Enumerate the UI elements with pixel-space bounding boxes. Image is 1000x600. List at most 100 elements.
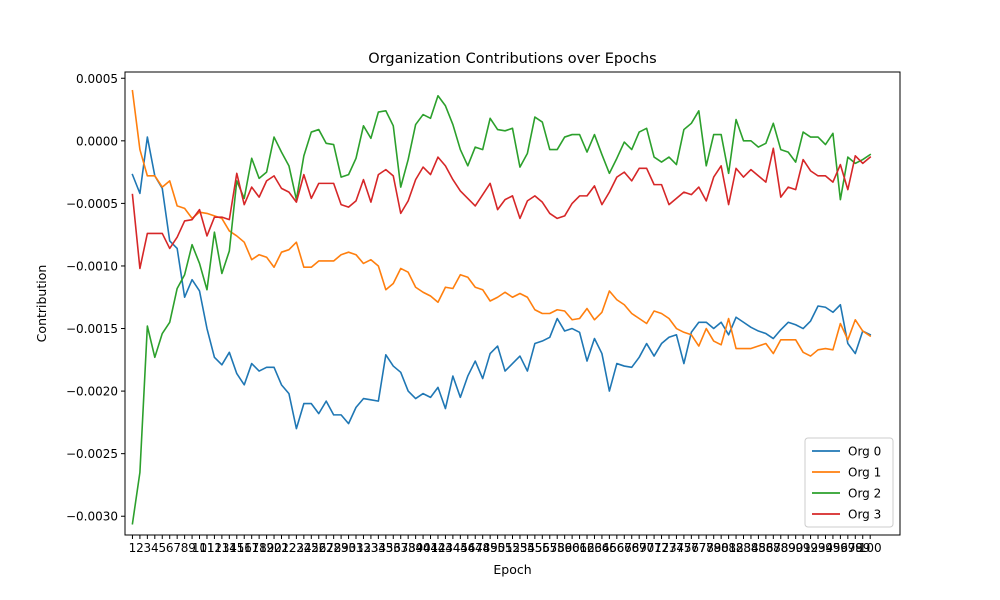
series-line-org-3 [131, 147, 872, 270]
x-tick-label: 24 [296, 541, 311, 555]
x-tick-label: 32 [356, 541, 371, 555]
axes-frame [124, 71, 901, 536]
x-tick-label: 78 [699, 541, 714, 555]
x-tick-label: 86 [758, 541, 773, 555]
x-tick-label: 38 [401, 541, 416, 555]
x-tick-label: 49 [483, 541, 498, 555]
x-tick-label: 62 [579, 541, 594, 555]
x-tick-label: 99 [855, 541, 870, 555]
x-tick-label: 8 [181, 541, 189, 555]
x-tick-label: 85 [751, 541, 766, 555]
x-tick-label: 67 [617, 541, 632, 555]
y-axis: 0.0005 0.0000 −0.0005 −0.0010 −0.0015 −0.0020… [66, 72, 125, 524]
x-tick-label: 93 [810, 541, 825, 555]
x-tick-label: 15 [229, 541, 244, 555]
x-tick-label: 64 [594, 541, 609, 555]
legend-label: Org 0 [848, 445, 881, 459]
x-tick-label: 66 [609, 541, 624, 555]
legend: Org 0 Org 1 Org 2 Org 3 [804, 437, 894, 528]
y-tick-label: −0.0010 [66, 259, 118, 273]
x-tick-label: 26 [311, 541, 326, 555]
x-tick-label: 56 [535, 541, 550, 555]
x-tick-label: 17 [244, 541, 259, 555]
x-tick-label: 57 [542, 541, 557, 555]
x-tick-label: 36 [386, 541, 401, 555]
x-tick-label: 79 [706, 541, 721, 555]
x-tick-label: 77 [691, 541, 706, 555]
x-tick-label: 34 [371, 541, 386, 555]
x-tick-label: 72 [654, 541, 669, 555]
y-tick-label: 0.0005 [76, 72, 118, 86]
x-tick-label: 1 [129, 541, 137, 555]
x-tick-label: 65 [602, 541, 617, 555]
x-tick-label: 98 [848, 541, 863, 555]
x-tick-label: 87 [766, 541, 781, 555]
x-tick-label: 48 [475, 541, 490, 555]
x-tick-label: 14 [222, 541, 237, 555]
x-tick-label: 31 [348, 541, 363, 555]
x-tick-label: 51 [497, 541, 512, 555]
x-tick-label: 71 [646, 541, 661, 555]
x-tick-label: 74 [669, 541, 684, 555]
y-tick-label: −0.0030 [66, 510, 118, 524]
x-tick-label: 28 [326, 541, 341, 555]
y-tick-label: −0.0025 [66, 447, 118, 461]
x-tick-label: 80 [714, 541, 729, 555]
x-tick-label: 41 [423, 541, 438, 555]
x-tick-label: 55 [527, 541, 542, 555]
x-tick-label: 20 [266, 541, 281, 555]
x-tick-label: 92 [803, 541, 818, 555]
x-tick-label: 94 [818, 541, 833, 555]
x-tick-label: 6 [166, 541, 174, 555]
plot-area: 0.0005 0.0000 −0.0005 −0.0010 −0.0015 −0.0020… [66, 71, 901, 555]
chart-title: Organization Contributions over Epochs [368, 51, 656, 67]
x-tick-label: 52 [505, 541, 520, 555]
x-tick-label: 91 [795, 541, 810, 555]
x-tick-label: 82 [728, 541, 743, 555]
x-tick-label: 73 [661, 541, 676, 555]
x-tick-label: 9 [188, 541, 196, 555]
x-tick-label: 88 [773, 541, 788, 555]
x-tick-label: 69 [632, 541, 647, 555]
x-tick-label: 3 [144, 541, 152, 555]
legend-label: Org 2 [848, 487, 881, 501]
x-tick-label: 23 [289, 541, 304, 555]
x-tick-label: 70 [639, 541, 654, 555]
x-tick-label: 47 [468, 541, 483, 555]
x-tick-label: 44 [445, 541, 460, 555]
x-tick-label: 46 [460, 541, 475, 555]
x-tick-label: 18 [251, 541, 266, 555]
x-tick-label: 68 [624, 541, 639, 555]
x-tick-label: 13 [214, 541, 229, 555]
x-tick-label: 100 [859, 541, 882, 555]
series-line-org-2 [131, 94, 872, 525]
x-tick-label: 43 [438, 541, 453, 555]
y-tick-label: 0.0000 [76, 134, 118, 148]
x-tick-label: 58 [550, 541, 565, 555]
x-tick-label: 50 [490, 541, 505, 555]
x-tick-label: 33 [363, 541, 378, 555]
legend-label: Org 3 [848, 508, 881, 522]
y-tick-label: −0.0015 [66, 322, 118, 336]
y-axis-label: Contribution [34, 265, 49, 343]
x-tick-label: 61 [572, 541, 587, 555]
x-tick-label: 5 [158, 541, 166, 555]
x-tick-label: 90 [788, 541, 803, 555]
x-tick-label: 11 [199, 541, 214, 555]
series-line-org-0 [131, 136, 872, 430]
x-axis-label: Epoch [493, 562, 531, 577]
x-tick-label: 89 [781, 541, 796, 555]
series-lines [131, 89, 872, 525]
x-tick-label: 30 [341, 541, 356, 555]
x-axis: 1 2 3 4 5 6 7 8 91011121314151617181920212223242… [129, 535, 882, 555]
x-tick-label: 60 [564, 541, 579, 555]
x-tick-label: 29 [333, 541, 348, 555]
legend-label: Org 1 [848, 466, 881, 480]
x-tick-label: 19 [259, 541, 274, 555]
x-tick-label: 40 [415, 541, 430, 555]
x-tick-label: 4 [151, 541, 159, 555]
legend-box [804, 437, 894, 528]
x-tick-label: 39 [408, 541, 423, 555]
x-tick-label: 81 [721, 541, 736, 555]
x-tick-label: 75 [676, 541, 691, 555]
